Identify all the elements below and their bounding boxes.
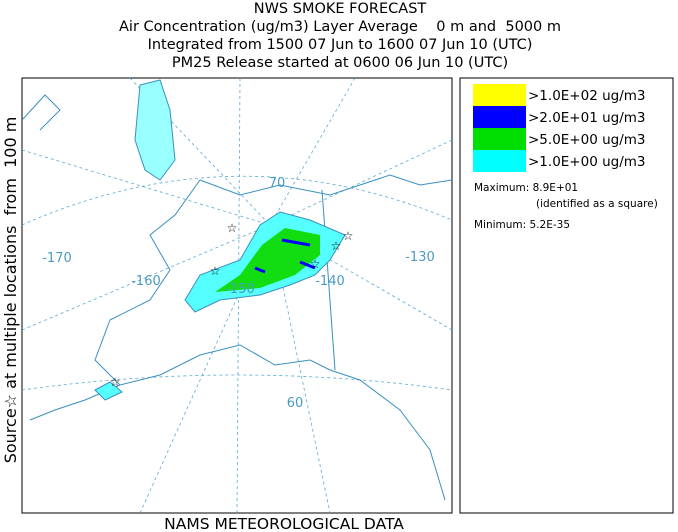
graticule-label: -170 xyxy=(42,251,72,266)
legend-swatch xyxy=(473,84,526,106)
sea-ice xyxy=(134,79,176,181)
footer: NAMS METEOROLOGICAL DATA xyxy=(164,515,404,532)
max-note: (identified as a square) xyxy=(536,198,658,210)
plume xyxy=(254,238,316,274)
legend: >1.0E+02 ug/m3 >2.0E+01 ug/m3 >5.0E+00 ug/… xyxy=(473,84,646,172)
map: ☆ ☆ ☆ ☆ ☆ ☆ -170 -160 -150 -140 -130 70 60 xyxy=(21,77,453,514)
coastline xyxy=(94,179,446,501)
subtitle: Integrated from 1500 07 Jun to 1600 07 J… xyxy=(148,37,533,53)
title: NWS SMOKE FORECAST xyxy=(254,1,427,17)
legend-label: >1.0E+00 ug/m3 xyxy=(528,154,646,170)
source-star: ☆ xyxy=(210,264,221,278)
plume xyxy=(94,381,123,401)
legend-swatch xyxy=(473,106,526,128)
minimum: Minimum: 5.2E-35 xyxy=(474,219,570,231)
graticule-label: 60 xyxy=(287,396,304,411)
graticule-label: -150 xyxy=(225,282,255,297)
graticule xyxy=(22,224,271,331)
side-label: Source☆ at multiple locations from 100 m xyxy=(1,117,20,464)
source-star: ☆ xyxy=(227,221,238,235)
legend-swatch xyxy=(473,150,526,172)
subtitle: PM25 Release started at 0600 06 Jun 10 (… xyxy=(172,55,508,71)
maximum: Maximum: 8.9E+01 xyxy=(474,182,578,194)
graticule-label: -140 xyxy=(315,274,345,289)
legend-label: >5.0E+00 ug/m3 xyxy=(528,132,646,148)
source-star: ☆ xyxy=(310,257,321,271)
source-star: ☆ xyxy=(110,375,121,389)
coastline xyxy=(22,94,452,196)
graticule-label: 70 xyxy=(269,176,286,191)
source-star: ☆ xyxy=(343,229,354,243)
legend-swatch xyxy=(473,128,526,150)
graticule xyxy=(22,149,271,226)
legend-label: >2.0E+01 ug/m3 xyxy=(528,110,646,126)
graticule xyxy=(129,78,271,513)
graticule xyxy=(22,175,452,226)
subtitle: Air Concentration (ug/m3) Layer Average … xyxy=(119,19,561,35)
legend-label: >1.0E+02 ug/m3 xyxy=(528,88,646,104)
source-star: ☆ xyxy=(331,239,342,253)
plume xyxy=(215,228,320,292)
graticule-label: -130 xyxy=(405,250,435,265)
graticule xyxy=(22,374,452,391)
graticule-label: -160 xyxy=(131,274,161,289)
